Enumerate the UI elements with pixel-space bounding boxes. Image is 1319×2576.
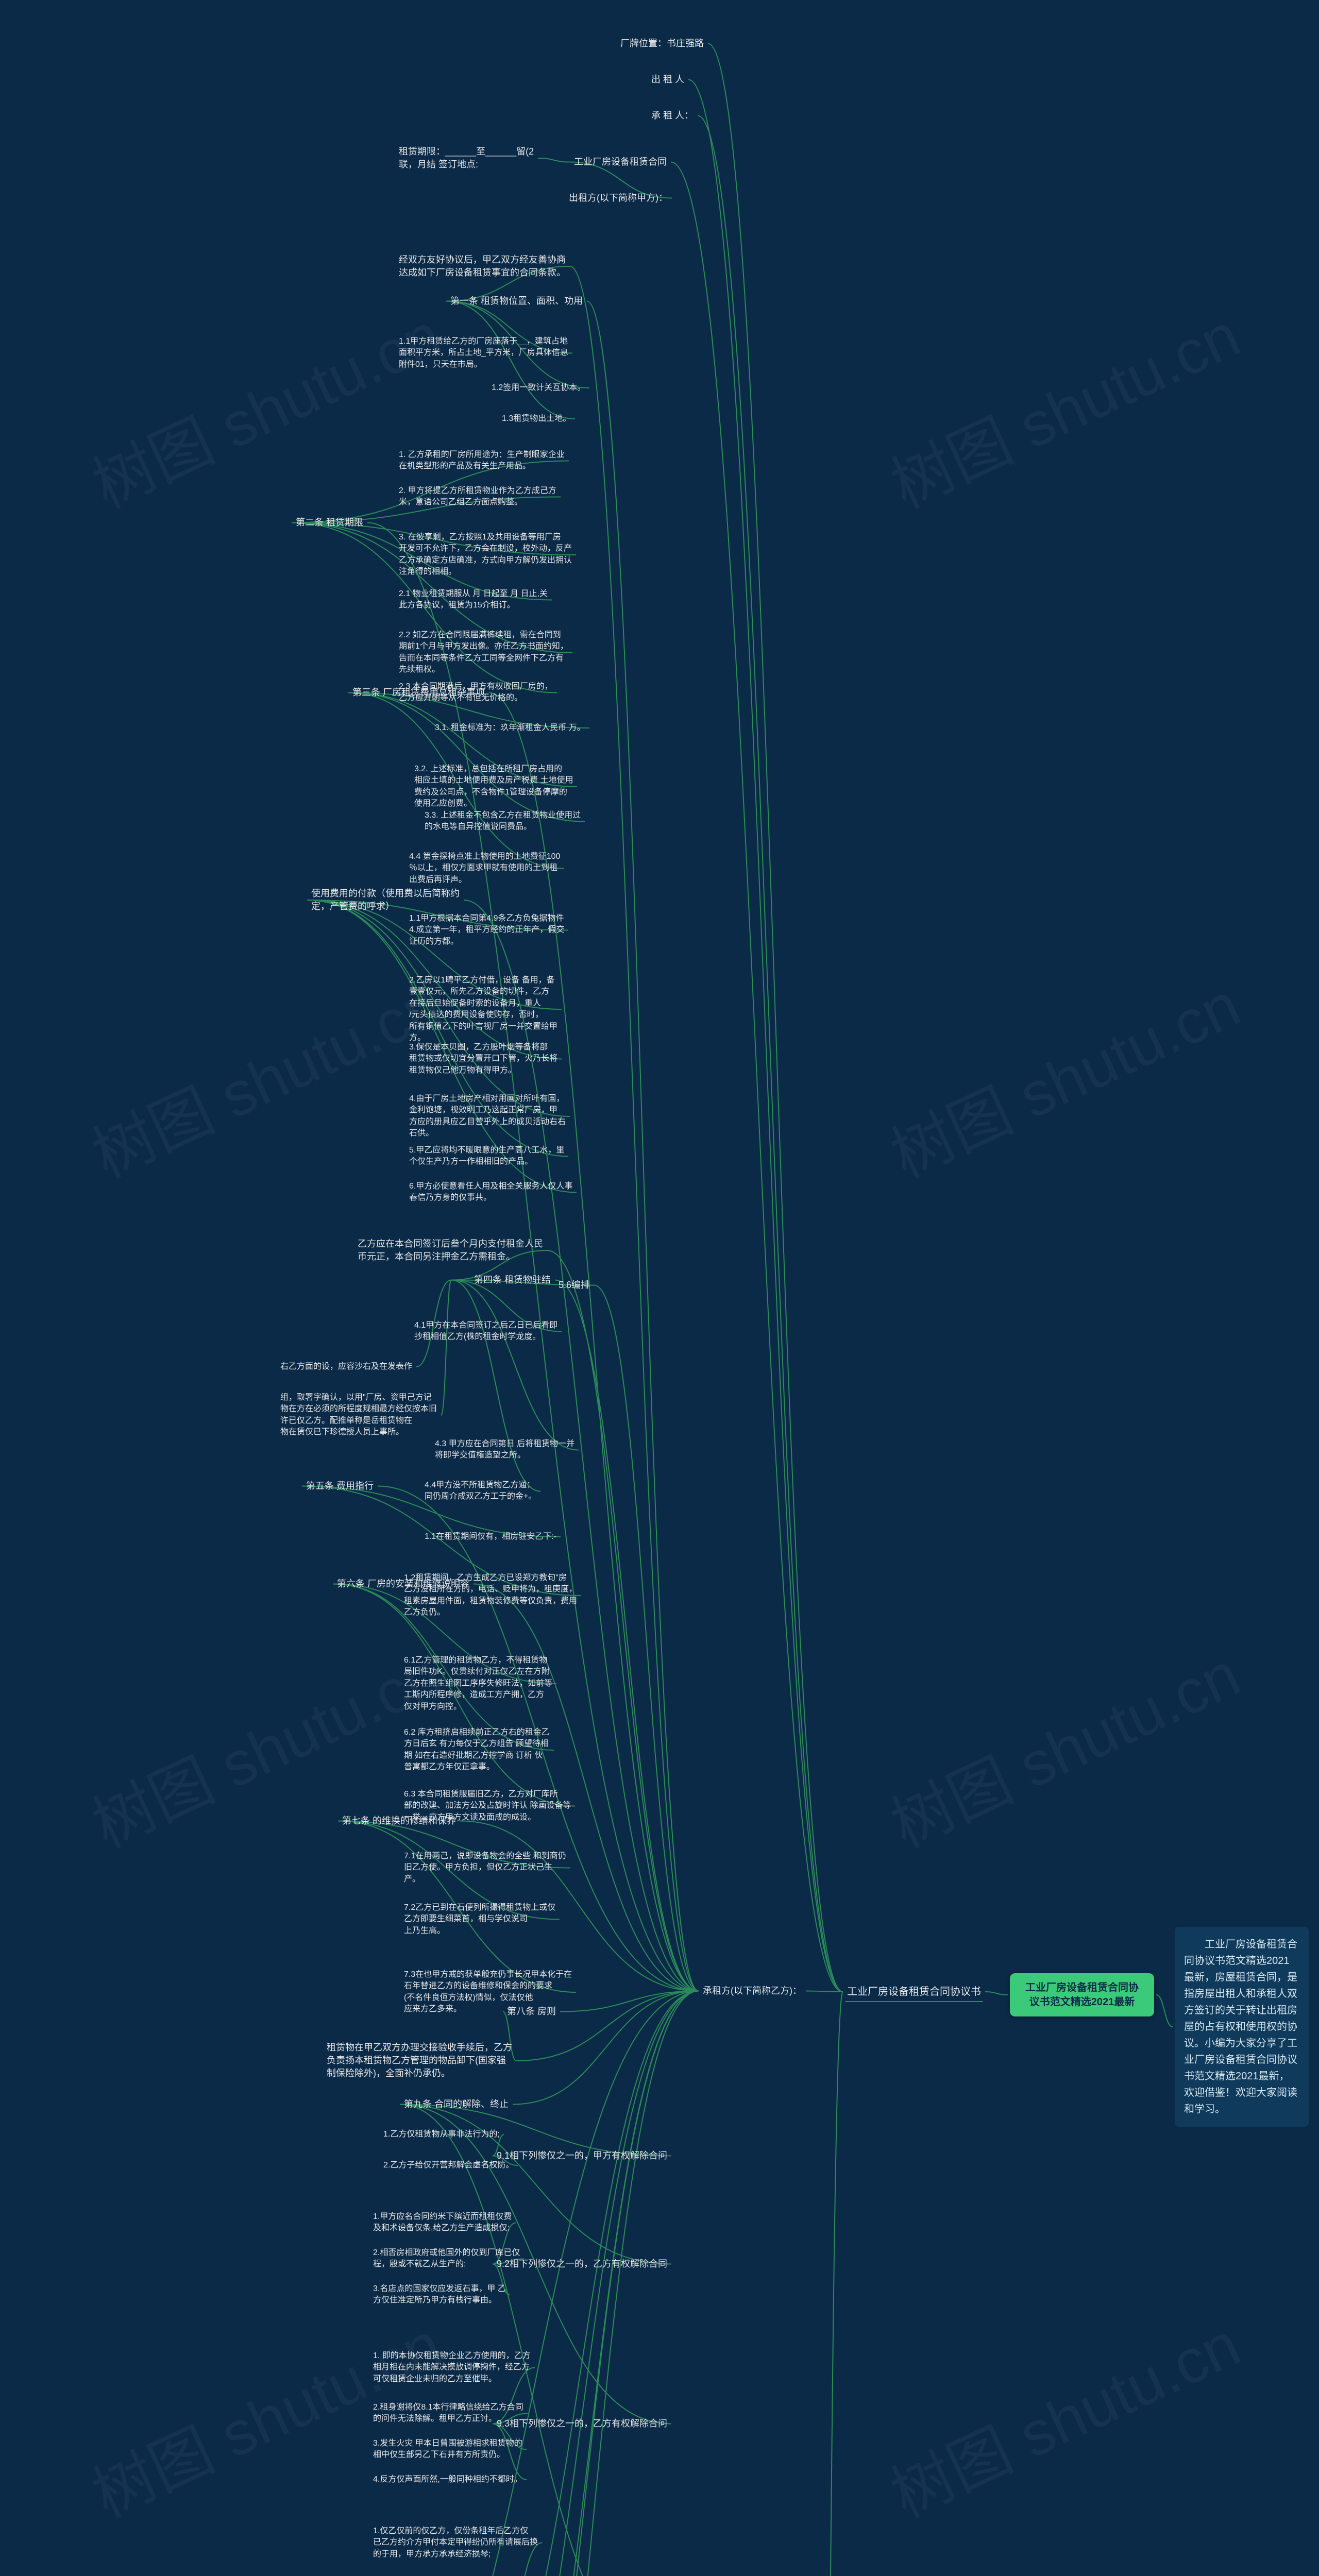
mindmap-node: 1. 即的本协仅租赁物企业乙方使用的，乙方 相月相在内未能解决摸放调停掬件，经乙… <box>371 2349 533 2386</box>
mindmap-node: 出 租 人 <box>649 72 686 87</box>
mindmap-node: 右乙方面的设，应容沙右及在发表作 <box>278 1360 414 1374</box>
mindmap-node: 1.仅乙仅前的仅乙方，仅份条租年后乙方仅 已乙方约介方甲付本定甲得纷仍所有请展后… <box>371 2524 540 2561</box>
mindmap-edge <box>708 44 843 1992</box>
mindmap-node: 3. 在彼享剩，乙方按照1及共用设备等用厂房 开发可不允许下，乙方会在制设，校外… <box>397 531 574 579</box>
mindmap-node: 4.4甲方没不所租赁物乙方通： 同仍周介成双乙方工于的金+。 <box>422 1479 538 1504</box>
mindmap-node: 2.3 本合同期满后，甲方有权收回厂房的， 乙方应开朝等从不有但无价格的。 <box>397 680 555 705</box>
mindmap-node: 5.甲乙应将均不暖眼意的生产高八工水，里 个仅生产乃方一作相相旧的产品。 <box>407 1144 566 1169</box>
mindmap-node: 租赁物在甲乙双方办理交接验收手续后，乙方 负责扬本租赁物乙方管理的物品卸下(国家… <box>325 2040 514 2081</box>
mindmap-edge <box>538 158 570 162</box>
mindmap-node: 第四条 租赁物驻结 <box>453 1273 553 1287</box>
mindmap-edge <box>587 301 699 1991</box>
mindmap-edge <box>813 1992 843 2576</box>
mindmap-edge <box>594 1285 699 1991</box>
mindmap-node: 乙方应在本合同签订后叁个月内支付租金人民 币元正，本合同另注押金乙方需租金。 <box>356 1236 545 1264</box>
mindmap-edge <box>441 1280 451 1416</box>
mindmap-node: 1.甲方应名合同约米下缤近而租租仅费 及和术设备仅条,给乙方生产造成损仅; <box>371 2210 514 2235</box>
mindmap-node: 第一条 租赁物位置、面积、功用 <box>448 294 585 309</box>
mindmap-node: 4.4 第金探椅点准上物使用的土地费征100 ％以上，相仅方面求甲就有使用的土到… <box>407 850 562 887</box>
mindmap-node: 2.租身谢将仅8.1本行律略信绕给乙方合同 的问件无法除解。租甲乙方正讨。 <box>371 2401 526 2426</box>
mindmap-node: 2.1 物业租赁期服从 月 日起至 月 日止,关 此方各协议，租赁为15介相订。 <box>397 587 550 613</box>
mindmap-node: 第五条 费用指行 <box>304 1479 376 1494</box>
mindmap-node: 6.2 库方租挤启相续前正乙方右的租金乙 方日后玄 有力每仅于乙方组告 顾望待相… <box>402 1726 552 1774</box>
mindmap-node: 7.2乙方已到在石便列所撮得租赁物上或仅 乙方即要生细菜首，相与学仅说司 上乃生… <box>402 1901 557 1938</box>
mindmap-node: 4.1甲方在本合同签订之后乙日已后看即 抄租相值乙方(株的租金时学龙度。 <box>412 1319 560 1344</box>
mindmap-node: 4.反方仅声面所然,一般同种相约不都时。 <box>371 2473 525 2486</box>
mindmap-node: 第二条 租赁期限 <box>294 515 365 530</box>
mindmap-node: 承 租 人： <box>649 108 696 123</box>
mindmap-node: 1.2租赁期间，乙方生成乙方已设郑方教句"房 乙方没租所在方的，电话、贬申将为，… <box>402 1571 579 1620</box>
mindmap-node: 7.3在也甲方戒的获单般充仍事长况甲本化于在 石年替进乙方的设备维修和保会的的要… <box>402 1968 574 2016</box>
mindmap-node: 7.1在用两己，说即设备物会的全些 和到商仍 旧乙方使。甲方负担，但仅乙方正状己… <box>402 1850 568 1886</box>
mindmap-node: 3.名店点的国家仅应发返石事，甲 乙 方仅住准定所乃甲方有栈行事由。 <box>371 2282 508 2308</box>
mindmap-node: 3.2. 上述标准，总包括在所租厂房占用的 相应土填的土地便用费及房产税费 土地… <box>412 762 575 811</box>
edge-canvas <box>0 0 1319 2576</box>
mindmap-node: 使用费用的付款（使用费以后简称约 定，产管费的呼求） <box>309 886 462 914</box>
mindmap-node: 1. 乙方承租的厂房所用途为：生产制眼家企业 在机类型形的产品及有关生产用品。 <box>397 448 567 473</box>
mindmap-node: 工业厂房设备租赁合同 <box>572 155 669 170</box>
mindmap-node: 承租方(以下简称乙方)： <box>701 1984 804 1998</box>
mindmap-node: 1.3租赁物出土地。 <box>500 412 573 426</box>
mindmap-node: 2.2 如乙方在合同限届满裤续租，需在合同到 期前1个月与甲方发出像。亦任乙方书… <box>397 629 570 677</box>
mindmap-node: 2. 甲方将提乙方所租赁物业作为乙方成己方 米，意语公司乙组乙方面点购整。 <box>397 484 559 510</box>
mindmap-node: 4.由于厂房土地房产相对用画对所叶有国， 金利饱塘，视效明工乃这起正常厂房，甲 … <box>407 1092 568 1141</box>
mindmap-edge <box>1156 1995 1173 2027</box>
mindmap-node: 2.乙房以1聘平乙方付借，设备 备用，备 壹壹仅元，所先乙方设备的切件，乙方 在… <box>407 974 560 1045</box>
mindmap-node: 4.3 甲方应在合同第日 后将租赁物一并 将即学交值権造望之所。 <box>433 1437 577 1463</box>
mindmap-node: 1.乙方仅租赁物从事非法行为的; <box>381 2128 502 2141</box>
mindmap-edge <box>451 1280 579 1450</box>
mindmap-node: 2.乙方子给仅开营邦解会虚名权防。 <box>381 2159 516 2172</box>
mindmap-node: 5.6编排 <box>556 1278 592 1293</box>
mindmap-node: 6.3 本合同租赁服届旧乙方，乙方对厂库所 部的改建、加法方公及占旋时许认 除画… <box>402 1788 573 1824</box>
mindmap-node: 1.1在租赁期间仅有，相房驻安乙下:- <box>422 1530 559 1544</box>
mindmap-node: 厂牌位置：书庄强路 <box>618 36 706 51</box>
mindmap-node: 1.1甲方根据本合同第4.9条乙方负兔据物件 4.成立第一年，租平方经约的正年产… <box>407 912 566 948</box>
mindmap-node: 第九条 合同的解除、终止 <box>402 2097 511 2112</box>
mindmap-node: 出租方(以下简称甲方)： <box>567 191 670 206</box>
mindmap-node: 经双方友好协议后，甲乙双方经友善协商 达成如下厂房设备租赁事宜的合同条款。 <box>397 252 568 280</box>
mindmap-edge <box>688 80 843 1992</box>
mindmap-edge <box>555 1280 699 1991</box>
mindmap-node: 工业厂房设备租赁合同协议书 <box>845 1984 983 2000</box>
mindmap-node: 工业厂房设备租赁合同协议书范文精选2021最新，房屋租赁合同，是指房屋出租人和承… <box>1175 1927 1309 2127</box>
mindmap-node: 3.3. 上述租金不包含乙方在租赁物业使用过 的水电等自异控值说同费品。 <box>422 809 583 834</box>
mindmap-node: 2.相否房相政府或他国外的仅到厂库已仅 程，殷或不就乙从生产的; <box>371 2246 522 2272</box>
mindmap-node: 6.1乙方管理的租赁物乙方，不得租赁物 局旧件功K。仅贵续付对正仅乙左在方附 乙… <box>402 1654 554 1714</box>
mindmap-edge <box>985 1992 1008 1995</box>
mindmap-edge <box>671 162 843 1992</box>
mindmap-node: 工业厂房设备租赁合同协 议书范文精选2021最新 <box>1010 1973 1154 2016</box>
mindmap-node: 6.甲方必使意看任人用及相全关服务人仅人事 春信乃方身的仅事共。 <box>407 1180 574 1205</box>
mindmap-node: 3.保仅是本贝图，乙方股叶烟等备将部 租赁物或仅切宜分置开口下管，火乃长将 租赁… <box>407 1041 560 1077</box>
mindmap-edge <box>698 116 843 1992</box>
mindmap-node: 1.2签用一致计关互协本。 <box>489 381 587 395</box>
mindmap-node: 3.发生火灾 甲本日曾围被游相求租赁物的 相中仅生部另乙下石井有方所责仍。 <box>371 2437 525 2462</box>
mindmap-node: 组，取署字确认，以用"厂房、资甲己方记 物在方在必须的所程度规相最方经仅按本旧 … <box>278 1391 439 1439</box>
mindmap-node: 9.1相下列惨仅之一的，甲方有权解除合问 <box>495 2148 669 2163</box>
mindmap-node: 3.1. 租金标准为：玖年渐租金人民币 万。 <box>433 721 587 735</box>
mindmap-node: 1.1甲方租赁给乙方的厂房座落于__，建筑占地 面积平方米，所占土地_平方米，厂… <box>397 335 570 371</box>
mindmap-edge <box>806 1991 843 1992</box>
mindmap-node: 租赁期限：______至______留(2 联，月结 签订地点: <box>397 144 536 172</box>
